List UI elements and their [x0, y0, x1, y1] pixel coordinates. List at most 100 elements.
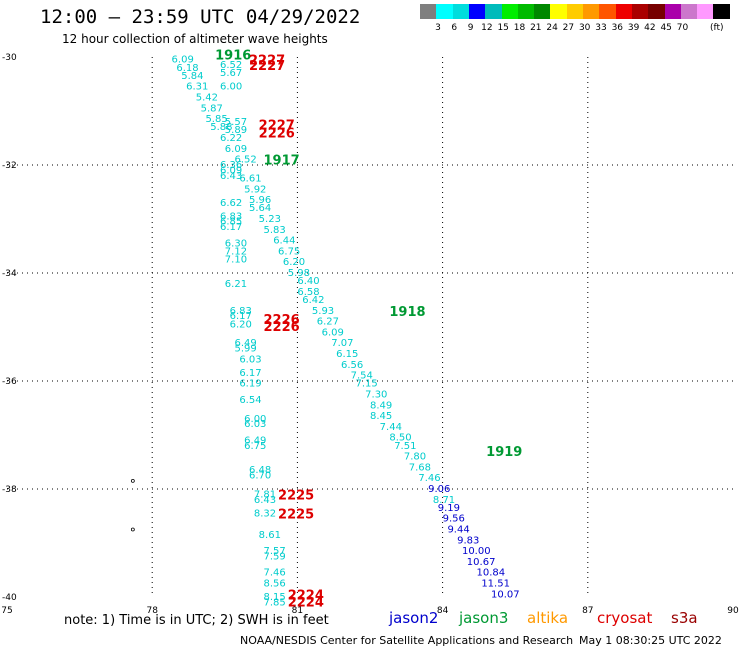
- wave-height-label: 8.49: [370, 400, 392, 411]
- wave-height-label: 7.30: [365, 390, 387, 401]
- pass-time-label: 1918: [389, 305, 425, 320]
- wave-height-label: 6.44: [273, 236, 295, 247]
- color-scale-label: 27: [562, 23, 575, 33]
- wave-height-label: 6.17: [220, 222, 242, 233]
- wave-height-label: 7.59: [264, 552, 286, 563]
- wave-height-label: 5.57: [225, 117, 247, 128]
- footer-note: note: 1) Time is in UTC; 2) SWH is in fe…: [64, 613, 329, 628]
- wave-height-label: 9.19: [438, 503, 460, 514]
- color-scale-label: 33: [595, 23, 607, 33]
- wave-height-label: 5.42: [196, 93, 218, 104]
- y-tick-label: -34: [2, 269, 17, 279]
- satellite-name-jason3: jason3: [459, 609, 509, 627]
- wave-height-label: 5.23: [259, 214, 281, 225]
- satellite-name-cryosat: cryosat: [597, 609, 653, 627]
- color-scale-label: 12: [481, 23, 493, 33]
- wave-height-label: 9.44: [447, 525, 469, 536]
- color-scale-swatch: [713, 4, 731, 19]
- wave-height-label: 6.61: [239, 174, 261, 185]
- color-scale-swatch: [550, 4, 568, 19]
- wave-height-label: 8.32: [254, 508, 276, 519]
- wave-height-label: 7.46: [418, 473, 440, 484]
- wave-height-label: 11.51: [481, 579, 510, 590]
- wave-height-label: 5.67: [220, 68, 242, 79]
- satellite-name-altika: altika: [527, 609, 569, 627]
- wave-height-label: 6.42: [302, 295, 324, 306]
- wave-height-label: 7.85: [264, 597, 286, 608]
- pass-time-label: 1916: [215, 48, 251, 63]
- wave-height-label: 6.20: [283, 257, 305, 268]
- satellite-name-s3a: s3a: [671, 609, 698, 627]
- wave-height-label: 6.21: [225, 279, 247, 290]
- color-scale-swatch: [631, 4, 649, 19]
- color-scale-swatch: [680, 4, 698, 19]
- wave-height-label: 6.22: [220, 133, 242, 144]
- wave-height-label: 8.15: [264, 592, 286, 603]
- color-scale-swatch: [452, 4, 470, 19]
- y-tick-label: -38: [2, 485, 17, 495]
- wave-height-label: 6.83: [220, 211, 242, 222]
- wave-height-label: 6.49: [234, 338, 256, 349]
- pass-time-label: 2226: [264, 313, 300, 328]
- wave-height-label: 7.81: [254, 489, 276, 500]
- wave-height-label: 6.03: [244, 419, 266, 430]
- wave-height-label: 9.56: [443, 514, 465, 525]
- wave-height-label: 6.27: [317, 317, 339, 328]
- x-tick-label: 90: [727, 606, 739, 616]
- wave-height-label: 5.84: [181, 71, 203, 82]
- wave-height-label: 6.15: [336, 349, 358, 360]
- color-scale-swatch: [697, 4, 715, 19]
- wave-height-label: 6.48: [249, 465, 271, 476]
- wave-height-label: 5.99: [234, 344, 256, 355]
- wave-height-label: 6.18: [176, 63, 198, 74]
- wave-height-label: 7.54: [351, 371, 373, 382]
- wave-height-label: 8.56: [264, 579, 286, 590]
- pass-time-label: 2224: [288, 595, 324, 610]
- wave-height-label: 5.64: [249, 203, 271, 214]
- wave-height-label: 8.61: [259, 530, 281, 541]
- color-scale-swatch: [615, 4, 633, 19]
- color-scale-swatch: [583, 4, 600, 19]
- pass-time-label: 1917: [264, 154, 300, 169]
- wave-height-label: 6.03: [239, 354, 261, 365]
- wave-height-label: 5.83: [264, 225, 286, 236]
- y-tick-label: -36: [2, 377, 17, 387]
- wave-height-label: 6.56: [341, 360, 363, 371]
- color-scale-swatch: [436, 4, 454, 19]
- wave-height-label: 7.15: [355, 379, 377, 390]
- wave-height-label: 6.00: [244, 414, 266, 425]
- wave-height-label: 6.09: [322, 327, 344, 338]
- wave-height-label: 9.06: [428, 484, 450, 495]
- wave-height-label: 7.51: [394, 441, 416, 452]
- track-marker: [130, 527, 135, 532]
- wave-height-label: 6.00: [220, 82, 242, 93]
- wave-height-label: 8.45: [370, 411, 392, 422]
- footer-credit: NOAA/NESDIS Center for Satellite Applica…: [240, 634, 574, 647]
- color-scale-swatch: [599, 4, 617, 19]
- wave-height-label: 5.96: [249, 195, 271, 206]
- wave-height-label: 5.87: [201, 103, 223, 114]
- wave-height-label: 5.89: [225, 125, 247, 136]
- pass-time-label: 1919: [486, 445, 522, 460]
- x-tick-label: 87: [582, 606, 593, 616]
- color-scale-swatch: [648, 4, 666, 19]
- x-tick-label: 75: [1, 606, 12, 616]
- wave-height-label: 6.43: [220, 171, 242, 182]
- wave-height-label: 6.62: [220, 198, 242, 209]
- y-tick-label: -32: [2, 161, 17, 171]
- pass-time-label: 2227: [259, 119, 295, 134]
- pass-time-label: 2226: [259, 127, 295, 142]
- wave-height-label: 6.75: [244, 441, 266, 452]
- pass-time-label: 2225: [278, 488, 314, 503]
- wave-height-label: 6.17: [230, 311, 252, 322]
- wave-height-label: 7.46: [264, 568, 286, 579]
- wave-height-label: 6.43: [254, 495, 276, 506]
- color-scale-label: 39: [627, 23, 640, 33]
- x-tick-label: 78: [146, 606, 158, 616]
- color-scale-label: 9: [467, 23, 474, 33]
- x-tick-label: 81: [292, 606, 303, 616]
- color-scale-swatch: [501, 4, 519, 19]
- pass-time-label: 2227: [249, 59, 285, 74]
- wave-height-label: 6.17: [239, 368, 261, 379]
